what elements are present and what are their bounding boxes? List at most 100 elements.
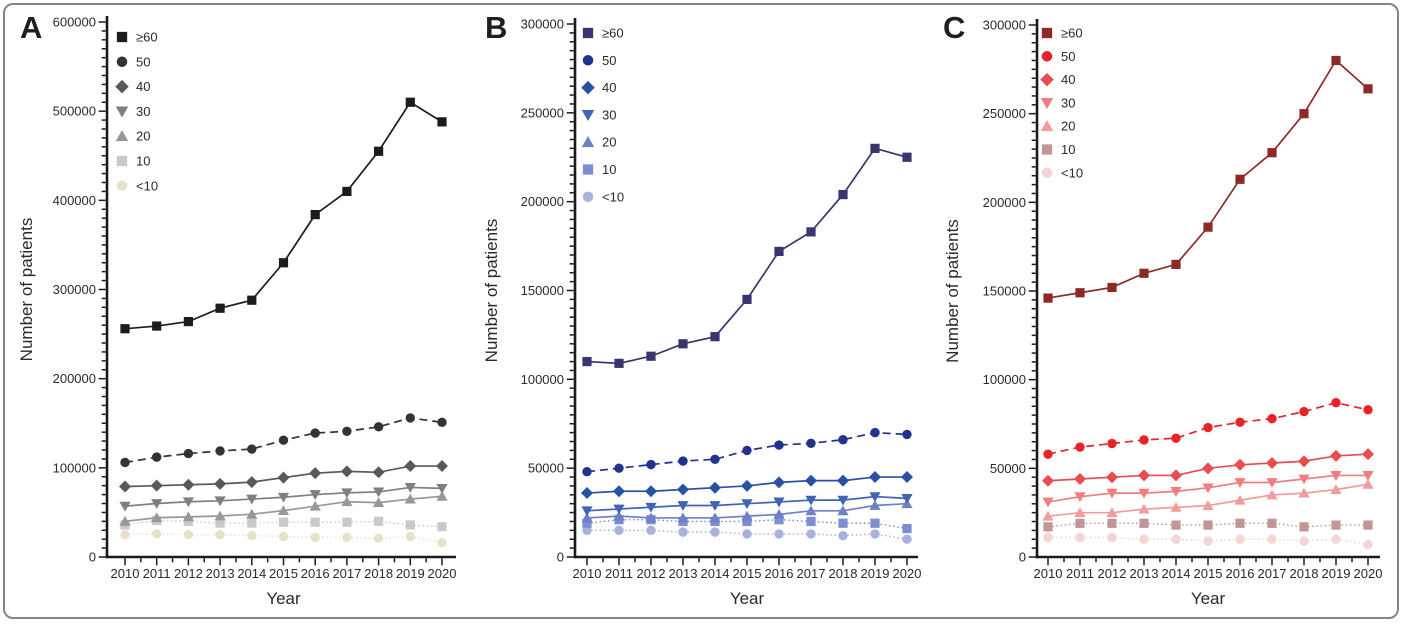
legend-item: ≥60 bbox=[1041, 26, 1083, 41]
legend-item: 40 bbox=[581, 80, 616, 95]
marker-diamond bbox=[709, 481, 721, 494]
x-tick-label: 2014 bbox=[701, 566, 730, 581]
marker-triangle-down bbox=[1330, 471, 1342, 481]
x-tick-label: 2017 bbox=[1258, 566, 1287, 581]
marker-triangle-down bbox=[436, 483, 448, 494]
series-30 bbox=[1042, 471, 1374, 508]
marker-triangle-down bbox=[613, 504, 625, 515]
marker-circle bbox=[582, 191, 594, 203]
y-axis-ticks bbox=[98, 21, 106, 558]
marker-square bbox=[838, 189, 848, 200]
marker-circle bbox=[1107, 438, 1117, 449]
marker-diamond bbox=[1138, 469, 1150, 482]
panel-b: 0500001000001500002000002500003000002010… bbox=[482, 17, 921, 609]
marker-square bbox=[582, 164, 594, 175]
marker-circle bbox=[1331, 534, 1341, 544]
marker-triangle-down bbox=[151, 499, 163, 509]
marker-circle bbox=[1299, 536, 1309, 546]
marker-circle bbox=[152, 452, 162, 462]
marker-square bbox=[902, 152, 912, 162]
legend-label: <10 bbox=[602, 189, 624, 204]
marker-square bbox=[1171, 520, 1181, 530]
x-tick-label: 2018 bbox=[1290, 566, 1319, 581]
marker-triangle-up bbox=[709, 512, 721, 523]
y-axis-tick-labels: 0 100000 200000 300000 400000 500000 600000 bbox=[53, 15, 96, 565]
x-tick-label: 2018 bbox=[829, 566, 858, 581]
y-tick-label: 250000 bbox=[983, 106, 1026, 121]
marker-circle bbox=[405, 531, 415, 542]
x-axis-tick-labels: 2010 2011 2012 2013 2014 2015 2016 2017 2018 2019… bbox=[573, 566, 922, 581]
marker-triangle-down bbox=[119, 501, 131, 512]
x-tick-label: 2018 bbox=[364, 566, 393, 581]
legend-label: 10 bbox=[602, 162, 616, 177]
marker-square bbox=[405, 520, 415, 530]
x-tick-label: 2017 bbox=[797, 566, 826, 581]
marker-square bbox=[1107, 282, 1117, 293]
y-tick-label: 400000 bbox=[53, 193, 96, 208]
marker-circle bbox=[902, 429, 912, 440]
marker-circle bbox=[373, 533, 384, 543]
legend-label: 10 bbox=[136, 154, 150, 169]
marker-circle bbox=[1331, 398, 1341, 408]
legend-item: <10 bbox=[116, 178, 158, 193]
panel-label-a: A bbox=[20, 10, 43, 45]
marker-square bbox=[1043, 522, 1053, 532]
x-axis-ticks bbox=[586, 558, 908, 566]
marker-square bbox=[342, 517, 352, 527]
marker-triangle-down bbox=[404, 483, 416, 493]
marker-triangle-up bbox=[1138, 503, 1150, 514]
x-tick-label: 2012 bbox=[637, 566, 666, 581]
marker-circle bbox=[183, 530, 194, 540]
marker-square bbox=[120, 324, 130, 334]
marker-square bbox=[1363, 520, 1373, 530]
marker-circle bbox=[582, 467, 592, 477]
y-tick-label: 50000 bbox=[528, 461, 564, 476]
x-tick-label: 2014 bbox=[237, 566, 266, 581]
marker-square bbox=[1267, 518, 1277, 528]
marker-triangle-up bbox=[1074, 507, 1086, 518]
marker-square bbox=[870, 143, 880, 153]
marker-triangle-up bbox=[151, 512, 163, 523]
marker-circle bbox=[582, 525, 592, 536]
marker-circle bbox=[1043, 532, 1053, 543]
legend-item: ≥60 bbox=[116, 30, 158, 45]
marker-triangle-up bbox=[773, 508, 785, 519]
marker-circle bbox=[183, 448, 194, 459]
marker-diamond bbox=[1362, 448, 1374, 461]
marker-circle bbox=[838, 530, 848, 541]
marker-square bbox=[1041, 27, 1053, 39]
marker-triangle-up bbox=[404, 493, 416, 504]
marker-triangle-up bbox=[1234, 494, 1246, 505]
series-40 bbox=[119, 460, 448, 493]
marker-triangle-down bbox=[773, 497, 785, 508]
marker-circle bbox=[1267, 534, 1277, 544]
marker-square bbox=[1075, 288, 1085, 298]
y-tick-label: 200000 bbox=[521, 194, 564, 209]
marker-triangle-down bbox=[214, 496, 226, 507]
marker-diamond bbox=[1298, 455, 1310, 468]
marker-triangle-down bbox=[1106, 488, 1118, 499]
marker-triangle-down bbox=[1298, 474, 1310, 485]
x-tick-label: 2011 bbox=[1066, 566, 1094, 581]
marker-triangle-down bbox=[1074, 492, 1086, 503]
marker-circle bbox=[405, 413, 415, 423]
marker-circle bbox=[120, 457, 130, 468]
y-tick-label: 100000 bbox=[521, 372, 564, 387]
marker-circle bbox=[1171, 534, 1181, 544]
marker-triangle-up bbox=[1266, 489, 1278, 500]
marker-triangle-down bbox=[309, 490, 321, 500]
marker-diamond bbox=[436, 460, 448, 473]
legend-item: 50 bbox=[116, 54, 150, 69]
marker-square bbox=[742, 516, 752, 527]
marker-triangle-down bbox=[373, 487, 385, 498]
legend-label: 40 bbox=[136, 79, 150, 94]
marker-circle bbox=[870, 427, 880, 438]
legend-item: 20 bbox=[1040, 119, 1075, 134]
legend-label: 50 bbox=[602, 53, 616, 68]
marker-circle bbox=[1171, 433, 1181, 443]
marker-diamond bbox=[214, 477, 227, 490]
y-tick-label: 0 bbox=[557, 550, 564, 565]
marker-circle bbox=[373, 422, 384, 432]
marker-circle bbox=[1139, 435, 1149, 445]
x-tick-label: 2020 bbox=[428, 566, 457, 581]
